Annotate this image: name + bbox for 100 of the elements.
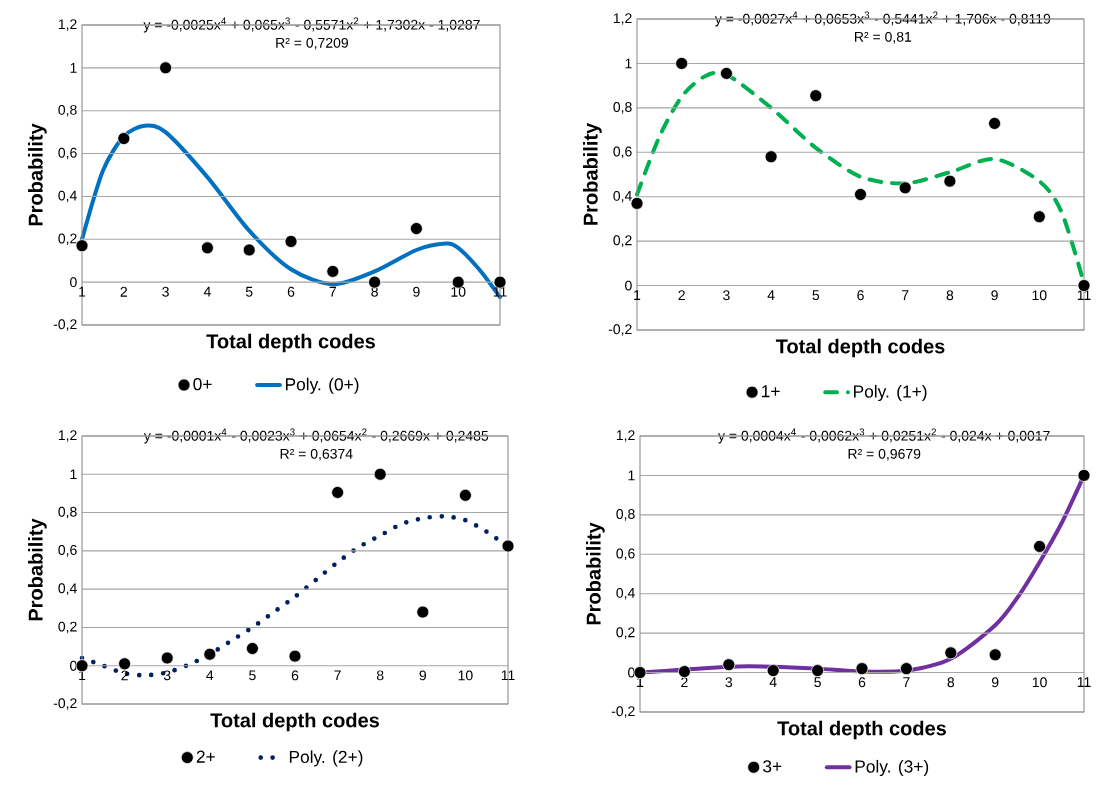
y-tick-label: 0,6 (58, 147, 77, 160)
y-tick-label: 0,6 (613, 146, 632, 159)
point (368, 275, 382, 289)
point (160, 651, 174, 665)
x-tick-label: 8 (947, 677, 955, 688)
x-tick-label: 11 (1077, 290, 1091, 300)
x-tick-label: 2 (678, 290, 685, 301)
y-tick-label: 0,2 (58, 233, 77, 246)
legend-label: Poly. (3+) (855, 759, 929, 777)
y-axis-title: Probability (586, 522, 605, 625)
point (159, 61, 173, 75)
x-tick-label: 9 (413, 286, 420, 297)
annotation: y = -0,0025x$^{4}$ + 0,065x$^{3}$ - 0,5571x$^{2}$ + 1,7302x - 1,0287 (143, 17, 480, 33)
x-tick-label: 1 (79, 286, 86, 297)
point (720, 67, 733, 80)
x-tick-label: 10 (458, 670, 473, 681)
point (117, 132, 131, 145)
point (75, 239, 89, 253)
point (242, 243, 256, 257)
y-tick-label: -0,2 (611, 706, 635, 718)
y-tick-label: 1,2 (613, 13, 632, 25)
point (630, 196, 644, 210)
legend-label: 0+ (193, 377, 212, 391)
y-tick-label: 0,2 (616, 627, 635, 639)
point (675, 57, 689, 70)
annotation: R² = 0,7209 (276, 37, 348, 50)
x-tick-label: 6 (287, 286, 295, 297)
x-tick-label: 4 (206, 670, 214, 681)
point (809, 89, 823, 103)
x-axis-title: Total depth codes (777, 720, 946, 740)
annotation: R² = 0,6374 (280, 448, 353, 461)
y-tick-label: 0,6 (616, 548, 635, 561)
y-tick-label: 0 (70, 660, 77, 671)
y-tick-label: 0,4 (616, 587, 635, 600)
y-tick-label: 0,4 (58, 190, 77, 203)
y-tick-label: 1,2 (58, 430, 77, 442)
x-tick-label: 6 (857, 290, 864, 301)
y-tick-label: -0,2 (608, 324, 632, 336)
y-axis-title: Probability (583, 122, 602, 225)
point (246, 642, 259, 655)
y-axis-title: Probability (28, 123, 47, 226)
x-tick-label: 10 (1032, 290, 1047, 301)
point (459, 488, 472, 502)
x-tick-label: 6 (291, 670, 299, 681)
legend-label: 3+ (763, 760, 782, 773)
y-tick-label: 0,2 (58, 621, 77, 634)
x-axis-title: Total depth codes (210, 712, 379, 732)
point (944, 646, 958, 660)
x-tick-label: 5 (814, 677, 821, 688)
point (722, 658, 736, 672)
x-tick-label: 4 (769, 677, 777, 687)
point (1033, 540, 1046, 553)
y-tick-label: -0,2 (53, 319, 77, 331)
point (988, 648, 1002, 662)
y-tick-label: 1,2 (58, 19, 77, 31)
point (678, 665, 691, 678)
x-tick-label: 3 (723, 290, 730, 301)
x-tick-label: 4 (767, 290, 775, 300)
x-tick-label: 5 (245, 286, 253, 297)
x-axis-title: Total depth codes (775, 338, 945, 358)
x-tick-label: 3 (162, 286, 169, 297)
y-tick-label: 0,8 (58, 506, 77, 519)
point (203, 647, 217, 661)
point (764, 150, 778, 164)
point (201, 241, 214, 255)
y-tick-label: 0,8 (58, 104, 77, 117)
point (988, 117, 1001, 130)
point (326, 265, 340, 278)
x-tick-label: 7 (334, 670, 341, 681)
y-tick-label: 0 (625, 280, 632, 291)
x-tick-label: 11 (1077, 677, 1091, 687)
x-tick-label: 6 (858, 677, 866, 688)
legend-label: Poly. (0+) (285, 377, 359, 394)
x-tick-label: 2 (121, 670, 128, 681)
point (416, 605, 430, 619)
x-tick-label: 11 (501, 670, 515, 681)
x-tick-label: 5 (249, 670, 256, 681)
x-tick-label: 2 (681, 677, 688, 688)
y-tick-label: 0,6 (58, 545, 77, 557)
legend-label: Poly. (1+) (854, 384, 927, 402)
x-tick-label: 10 (1032, 677, 1047, 688)
point (373, 467, 387, 481)
x-tick-label: 10 (451, 286, 466, 297)
point (855, 662, 869, 676)
y-tick-label: 1 (70, 469, 77, 480)
point (943, 174, 957, 188)
y-tick-label: 1,2 (616, 430, 635, 442)
point (766, 664, 780, 677)
point (288, 649, 302, 663)
point (284, 235, 298, 248)
y-tick-label: 0,8 (616, 509, 635, 521)
point (811, 664, 824, 677)
point (898, 181, 912, 195)
x-axis-title: Total depth codes (206, 333, 375, 353)
x-tick-label: 7 (903, 677, 910, 687)
y-tick-label: 0 (70, 277, 77, 288)
x-tick-label: 5 (812, 290, 820, 301)
point (1032, 210, 1046, 224)
x-tick-label: 8 (946, 290, 954, 301)
annotation: y = 0,0004x$^{4}$ - 0,0062x$^{3}$ + 0,0251x$^{2}$ - 0,024x + 0,0017 (718, 428, 1050, 444)
